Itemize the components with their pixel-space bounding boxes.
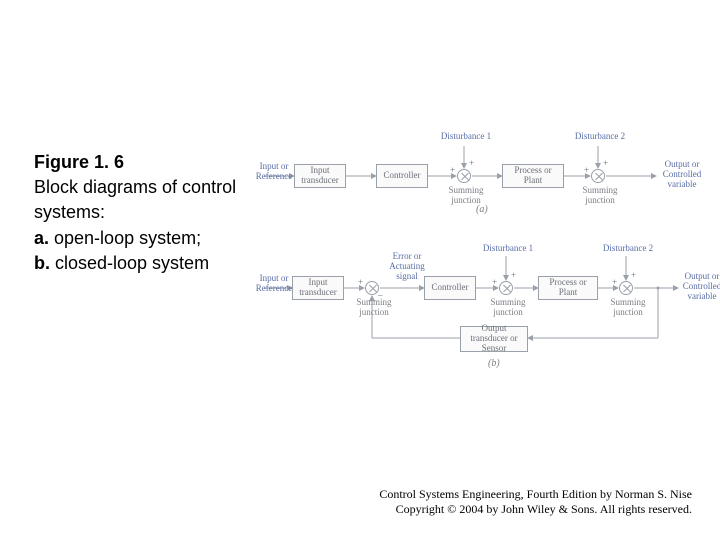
b-summing-label-2: Summing junction: [606, 298, 650, 318]
a-disturbance-2: Disturbance 2: [574, 132, 626, 142]
b-summing-junction-1: [499, 281, 513, 295]
footer: Control Systems Engineering, Fourth Edit…: [379, 487, 692, 518]
footer-line1: Control Systems Engineering, Fourth Edit…: [379, 487, 692, 503]
b-plus-1-top: +: [511, 270, 516, 280]
b-plus-1-left: +: [492, 277, 497, 287]
b-input-label: Input or Reference: [254, 274, 294, 294]
a-sublabel: (a): [476, 204, 488, 215]
a-summing-label-1: Summing junction: [444, 186, 488, 206]
a-process: Process or Plant: [502, 164, 564, 188]
b-plus-2-top: +: [631, 270, 636, 280]
a-plus-1-top: +: [469, 158, 474, 168]
a-output-label: Output or Controlled variable: [658, 160, 706, 190]
caption-b-rest: closed-loop system: [50, 253, 209, 273]
b-summing-label-err: Summing junction: [352, 298, 396, 318]
a-input-label: Input or Reference: [254, 162, 294, 182]
diagram-b: Input or Reference Input transducer + – …: [264, 238, 704, 378]
a-plus-2-left: +: [584, 165, 589, 175]
b-summing-junction-2: [619, 281, 633, 295]
b-summing-junction-error: [365, 281, 379, 295]
a-controller: Controller: [376, 164, 428, 188]
b-sublabel: (b): [488, 358, 500, 369]
a-summing-junction-2: [591, 169, 605, 183]
b-controller: Controller: [424, 276, 476, 300]
caption-a-bold: a.: [34, 228, 49, 248]
a-disturbance-1: Disturbance 1: [440, 132, 492, 142]
b-input-transducer: Input transducer: [292, 276, 344, 300]
b-disturbance-1: Disturbance 1: [482, 244, 534, 254]
b-output-label: Output or Controlled variable: [678, 272, 720, 302]
b-plus-err-left: +: [358, 277, 363, 287]
a-plus-2-top: +: [603, 158, 608, 168]
b-feedback-block: Output transducer or Sensor: [460, 326, 528, 352]
b-summing-label-1: Summing junction: [486, 298, 530, 318]
footer-line2: Copyright © 2004 by John Wiley & Sons. A…: [379, 502, 692, 518]
b-disturbance-2: Disturbance 2: [602, 244, 654, 254]
caption-b-bold: b.: [34, 253, 50, 273]
caption-line1: Block diagrams of control systems:: [34, 177, 236, 222]
a-plus-1-left: +: [450, 165, 455, 175]
a-input-transducer: Input transducer: [294, 164, 346, 188]
a-summing-label-2: Summing junction: [578, 186, 622, 206]
figure-caption: Figure 1. 6 Block diagrams of control sy…: [34, 150, 244, 276]
diagram-a: Input or Reference Input transducer Cont…: [264, 138, 704, 228]
a-summing-junction-1: [457, 169, 471, 183]
b-plus-2-left: +: [612, 277, 617, 287]
b-process: Process or Plant: [538, 276, 598, 300]
caption-a-rest: open-loop system;: [49, 228, 201, 248]
caption-title: Figure 1. 6: [34, 152, 124, 172]
